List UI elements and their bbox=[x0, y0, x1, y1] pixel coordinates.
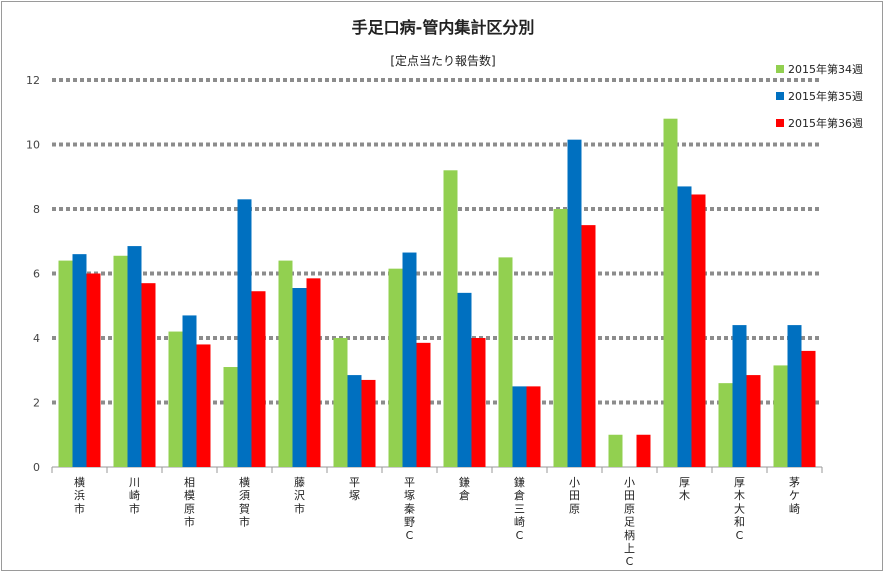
y-tick-label: 0 bbox=[33, 461, 40, 474]
legend-swatch bbox=[776, 119, 784, 127]
x-tick-label: 横浜市 bbox=[74, 475, 85, 515]
bar bbox=[636, 434, 651, 467]
bar bbox=[691, 194, 706, 468]
bar bbox=[553, 209, 568, 467]
bar bbox=[718, 383, 733, 467]
bar bbox=[608, 434, 623, 467]
bar bbox=[581, 225, 596, 467]
legend-swatch bbox=[776, 65, 784, 73]
x-tick-label: 川崎市 bbox=[129, 476, 140, 515]
x-tick-label: 茅ケ崎 bbox=[789, 476, 800, 515]
bar bbox=[663, 118, 678, 467]
chart-subtitle: [定点当たり報告数] bbox=[390, 54, 496, 68]
bar bbox=[306, 278, 321, 467]
y-tick-label: 4 bbox=[33, 332, 40, 345]
bars bbox=[58, 118, 816, 468]
bar bbox=[278, 260, 293, 467]
bar bbox=[182, 315, 197, 467]
y-tick-label: 6 bbox=[33, 268, 40, 281]
bar bbox=[196, 344, 211, 467]
bar bbox=[237, 199, 252, 467]
x-tick-label: 横須賀市 bbox=[239, 475, 250, 529]
y-tick-label: 12 bbox=[26, 74, 40, 87]
legend: 2015年第34週 2015年第35週 2015年第36週 bbox=[776, 62, 863, 143]
bar bbox=[72, 254, 87, 467]
legend-item: 2015年第34週 bbox=[776, 62, 863, 76]
bar bbox=[567, 139, 582, 467]
bar bbox=[127, 246, 142, 467]
bar bbox=[773, 365, 788, 467]
legend-label: 2015年第34週 bbox=[788, 63, 863, 76]
x-tick-label: 小田原 bbox=[569, 476, 580, 515]
bar bbox=[113, 255, 128, 467]
bar bbox=[732, 325, 747, 467]
gridlines bbox=[52, 78, 822, 405]
legend-swatch bbox=[776, 92, 784, 100]
x-tick-label: 平塚 bbox=[349, 476, 360, 502]
bar bbox=[251, 291, 266, 467]
bar bbox=[361, 379, 376, 467]
bar bbox=[223, 367, 238, 467]
x-tick-label: 厚木 bbox=[679, 476, 690, 502]
bar bbox=[677, 186, 692, 468]
x-axis-labels: 横浜市 川崎市 相模原市 横須賀市 藤沢市 平塚 平塚秦野 C 鎌倉 鎌倉三崎 C 小田原 小田原足柄上… bbox=[74, 475, 800, 568]
x-tick-label: 厚木大和 C bbox=[734, 476, 745, 542]
bar bbox=[526, 386, 541, 467]
bar bbox=[443, 170, 458, 468]
bar bbox=[801, 350, 816, 467]
bar bbox=[388, 268, 403, 467]
x-tick-label: 小田原足柄上 C bbox=[624, 476, 635, 568]
bar bbox=[746, 375, 761, 467]
x-tick-label: 鎌倉 bbox=[459, 475, 470, 502]
x-tick-label: 鎌倉三崎 C bbox=[514, 475, 525, 542]
bar bbox=[347, 375, 362, 467]
bar bbox=[471, 338, 486, 467]
bar bbox=[333, 338, 348, 467]
y-tick-label: 8 bbox=[33, 203, 40, 216]
y-tick-label: 10 bbox=[26, 139, 40, 152]
legend-label: 2015年第36週 bbox=[788, 117, 863, 130]
bar bbox=[498, 257, 513, 467]
chart-title: 手足口病-管内集計区分別 bbox=[351, 18, 535, 37]
bar bbox=[86, 273, 101, 467]
legend-item: 2015年第35週 bbox=[776, 89, 863, 103]
bar bbox=[168, 331, 183, 467]
x-axis bbox=[51, 466, 823, 473]
x-tick-label: 平塚秦野 C bbox=[404, 476, 415, 542]
bar bbox=[292, 288, 307, 467]
legend-item: 2015年第36週 bbox=[776, 116, 863, 130]
bar bbox=[402, 252, 417, 467]
bar bbox=[512, 386, 527, 467]
bar bbox=[416, 342, 431, 467]
y-tick-label: 2 bbox=[33, 397, 40, 410]
x-tick-label: 相模原市 bbox=[184, 476, 195, 529]
bar bbox=[141, 283, 156, 467]
legend-label: 2015年第35週 bbox=[788, 90, 863, 103]
bar bbox=[457, 292, 472, 467]
bar bbox=[787, 325, 802, 467]
y-axis-ticks: 0 2 4 6 8 10 12 bbox=[26, 74, 40, 474]
bar bbox=[58, 260, 73, 467]
x-tick-label: 藤沢市 bbox=[294, 476, 305, 515]
